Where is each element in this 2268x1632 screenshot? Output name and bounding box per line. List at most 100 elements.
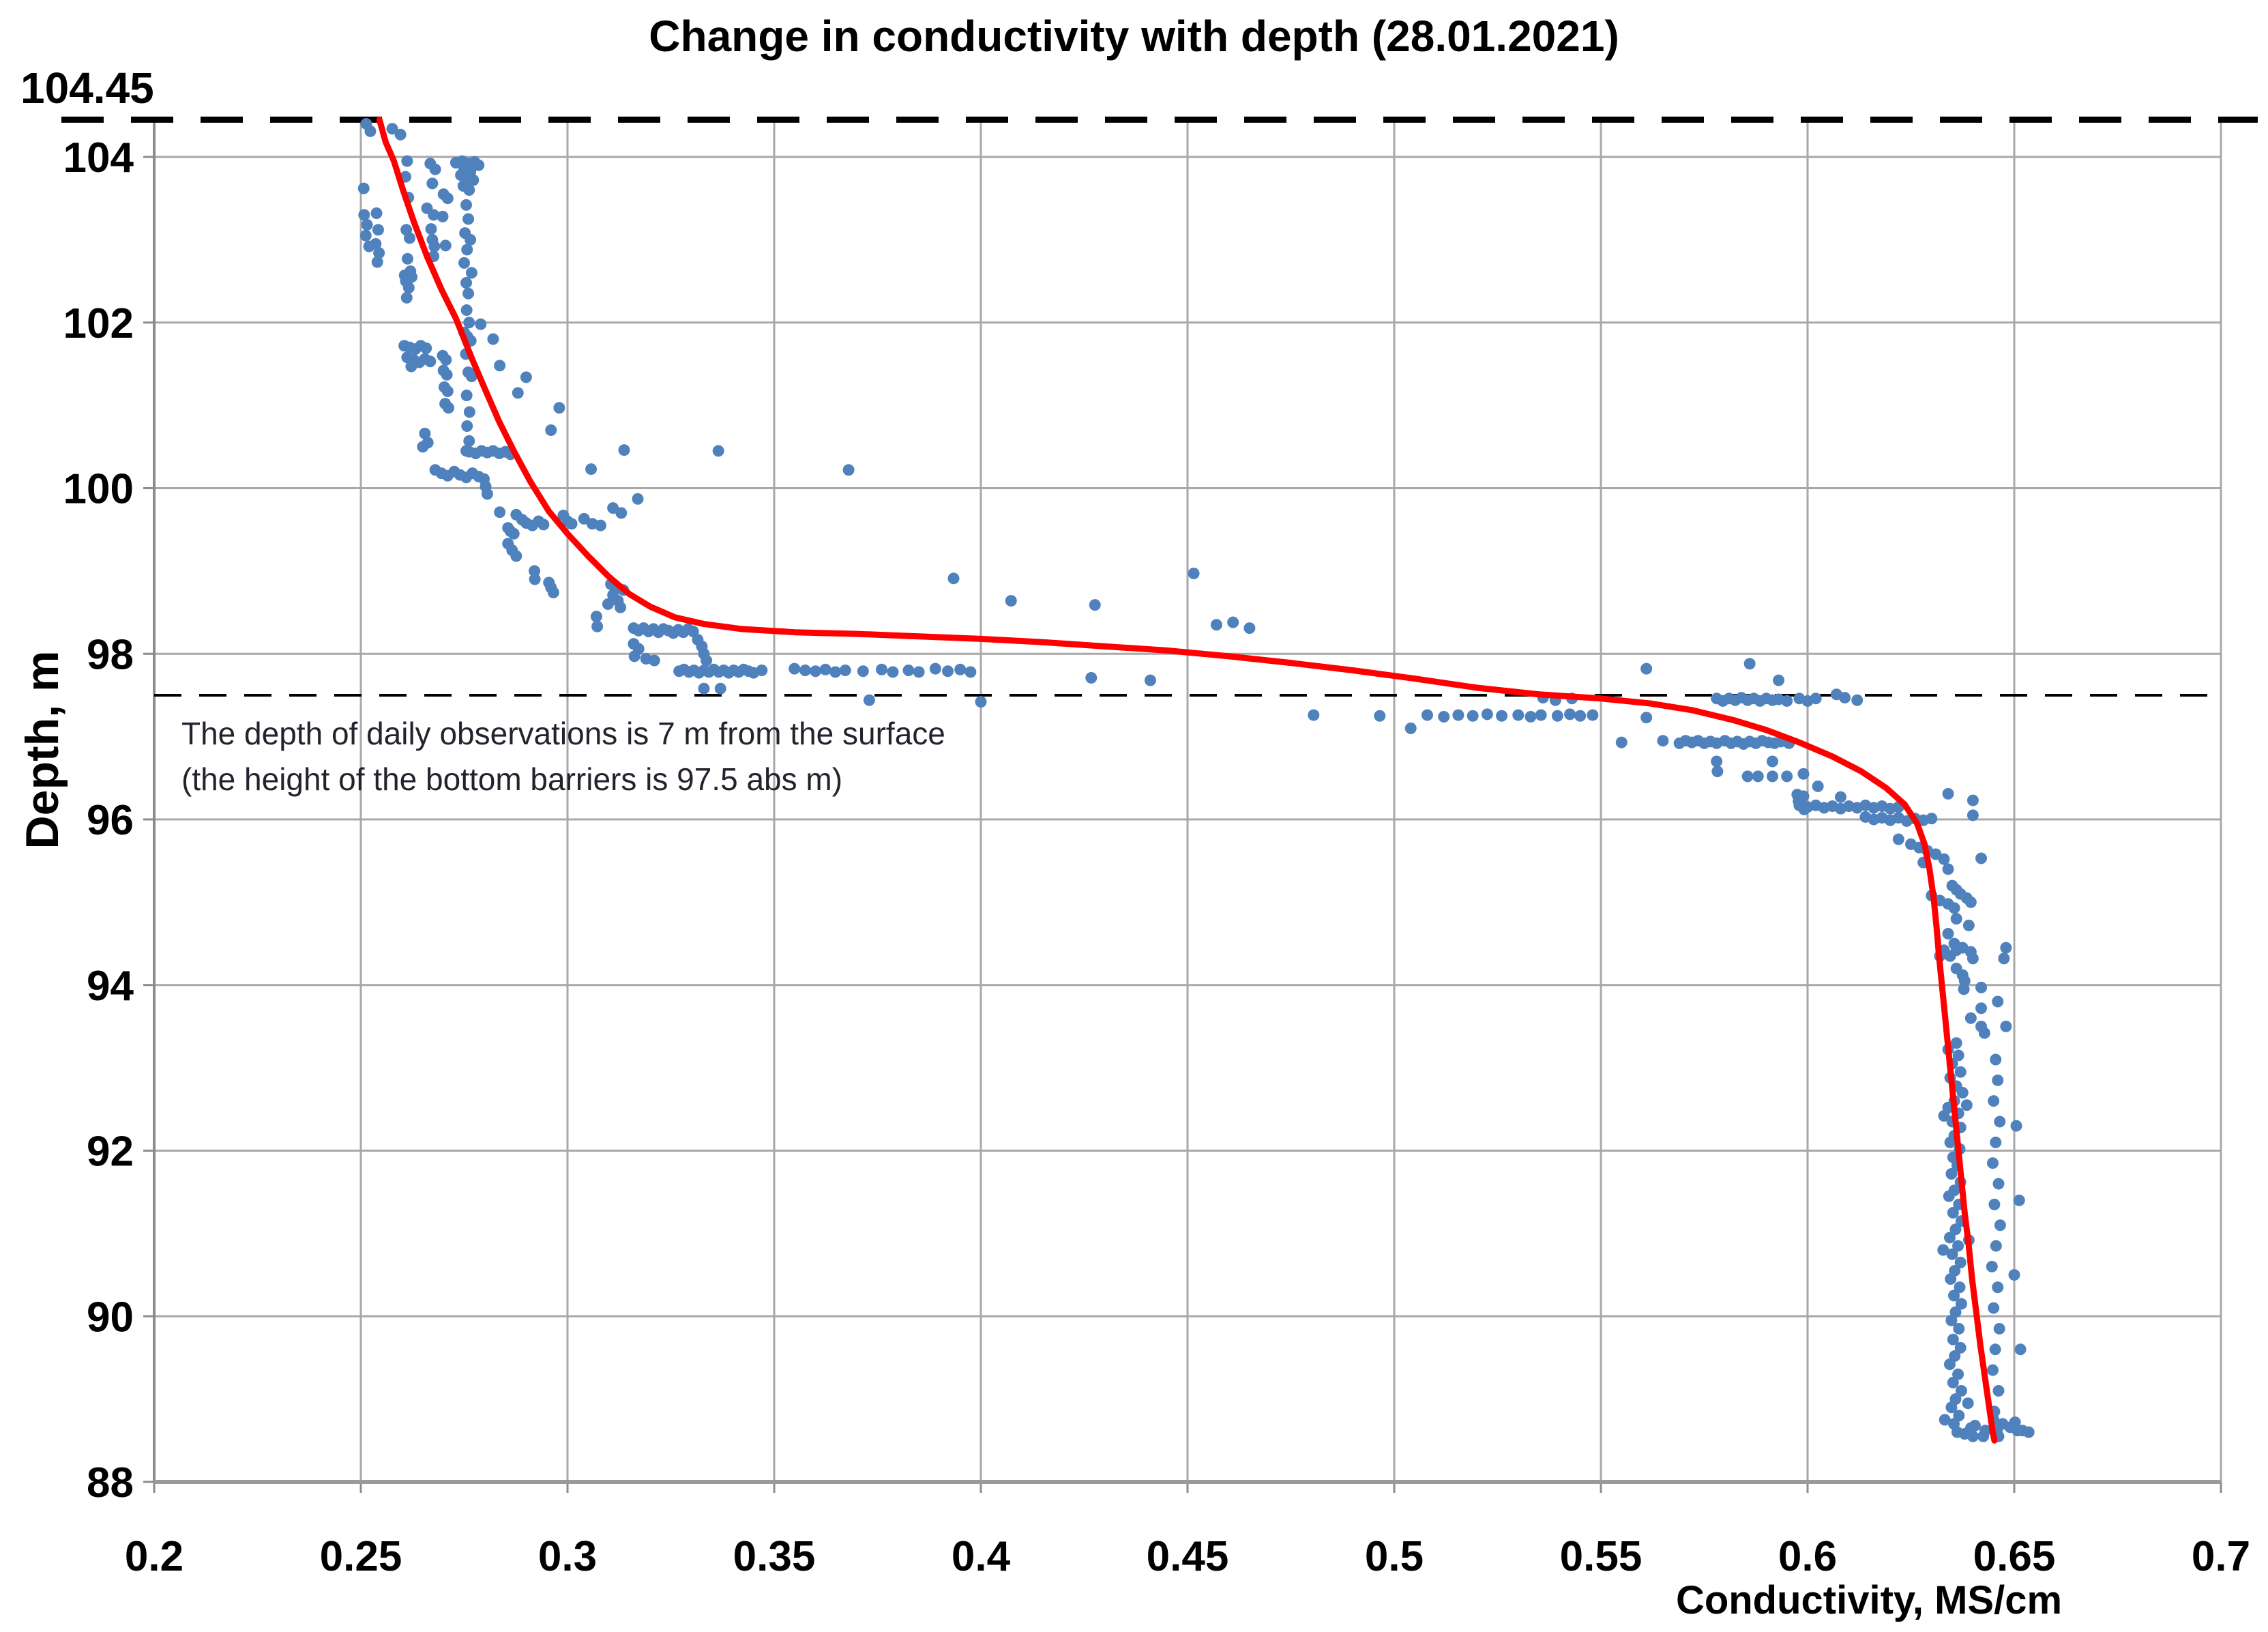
data-point	[1945, 1314, 1958, 1326]
data-point	[1967, 794, 1979, 806]
x-tick-label: 0.65	[1973, 1533, 2056, 1580]
data-point	[1954, 1256, 1967, 1268]
data-point	[565, 518, 578, 530]
data-point	[1989, 1343, 2001, 1356]
data-point	[426, 177, 439, 190]
data-point	[1839, 692, 1851, 704]
data-point	[2000, 942, 2012, 954]
data-point	[1188, 568, 1200, 580]
data-point	[1797, 768, 1810, 780]
data-point	[1939, 1414, 1951, 1426]
data-point	[1947, 1207, 1959, 1219]
data-point	[1945, 1273, 1957, 1285]
data-point	[1967, 952, 1979, 965]
data-point	[2008, 1269, 2020, 1281]
data-point	[1773, 674, 1785, 686]
data-point	[463, 184, 475, 196]
data-point	[1711, 755, 1723, 768]
data-point	[698, 682, 710, 695]
data-point	[400, 291, 413, 304]
data-point	[439, 239, 452, 252]
data-point	[507, 527, 520, 540]
data-point	[1937, 1244, 1949, 1256]
data-point	[1950, 913, 1962, 925]
data-point	[1947, 1333, 1959, 1345]
data-point	[372, 224, 384, 236]
y-tick-label: 98	[87, 631, 134, 678]
data-point	[863, 694, 875, 706]
data-point	[1954, 1281, 1966, 1294]
data-point	[1525, 710, 1537, 723]
data-point	[1992, 1074, 2004, 1086]
data-point	[1994, 1219, 2006, 1232]
data-point	[1793, 795, 1805, 807]
data-point	[1535, 709, 1547, 721]
data-point	[1958, 983, 1970, 995]
data-point	[1986, 1157, 1999, 1169]
data-point	[1949, 1223, 1962, 1236]
data-point	[602, 598, 614, 610]
data-point	[839, 665, 851, 677]
data-point	[481, 488, 493, 500]
data-point	[460, 276, 473, 289]
data-point	[2013, 1194, 2025, 1206]
y-axis-title: Depth, m	[16, 650, 68, 849]
data-point	[429, 163, 441, 175]
data-point	[510, 550, 522, 562]
data-point	[1948, 902, 1960, 914]
data-point	[947, 572, 960, 585]
data-point	[632, 493, 644, 505]
x-tick-label: 0.45	[1147, 1533, 1229, 1580]
data-point	[1711, 766, 1724, 778]
data-point	[1992, 1281, 2004, 1294]
data-point	[887, 666, 899, 678]
data-point	[425, 223, 437, 235]
data-point	[1752, 770, 1764, 783]
data-point	[1640, 662, 1653, 675]
data-point	[463, 435, 475, 447]
data-point	[829, 666, 842, 678]
y-tick-label: 94	[87, 963, 134, 1010]
data-point	[1988, 1095, 2000, 1107]
data-point	[529, 573, 541, 585]
data-point	[615, 601, 627, 613]
data-point	[942, 665, 954, 677]
x-tick-label: 0.35	[733, 1533, 816, 1580]
data-point	[1945, 1401, 1958, 1414]
data-point	[1404, 722, 1417, 734]
data-point	[1943, 1190, 1955, 1202]
data-point	[2012, 1425, 2024, 1437]
data-point	[458, 257, 470, 269]
data-point	[1942, 787, 1954, 800]
data-point	[1977, 1430, 1990, 1442]
data-point	[460, 199, 473, 211]
data-point	[913, 666, 925, 678]
data-point	[460, 304, 473, 317]
data-point	[1943, 1358, 1956, 1371]
data-point	[1421, 709, 1433, 721]
y-tick-label: 88	[87, 1459, 134, 1506]
data-point	[553, 402, 565, 414]
data-point	[442, 402, 454, 414]
data-point	[1374, 710, 1386, 722]
data-point	[1851, 694, 1864, 706]
data-point	[487, 333, 499, 345]
data-point	[1953, 1322, 1965, 1335]
data-point	[1615, 736, 1628, 748]
data-point	[1467, 710, 1479, 722]
data-point	[1998, 952, 2010, 965]
chart-title: Change in conductivity with depth (28.01…	[649, 12, 1619, 61]
data-point	[1988, 1198, 2001, 1210]
data-point	[1990, 1136, 2002, 1148]
data-point	[370, 207, 383, 220]
data-point	[1975, 981, 1988, 993]
data-point	[954, 663, 967, 675]
data-point	[1944, 1136, 1956, 1148]
x-tick-label: 0.6	[1778, 1533, 1837, 1580]
data-point	[467, 174, 480, 186]
data-point	[1955, 1384, 1967, 1397]
x-tick-label: 0.5	[1365, 1533, 1424, 1580]
data-point	[857, 665, 869, 677]
data-point	[1967, 809, 1979, 821]
